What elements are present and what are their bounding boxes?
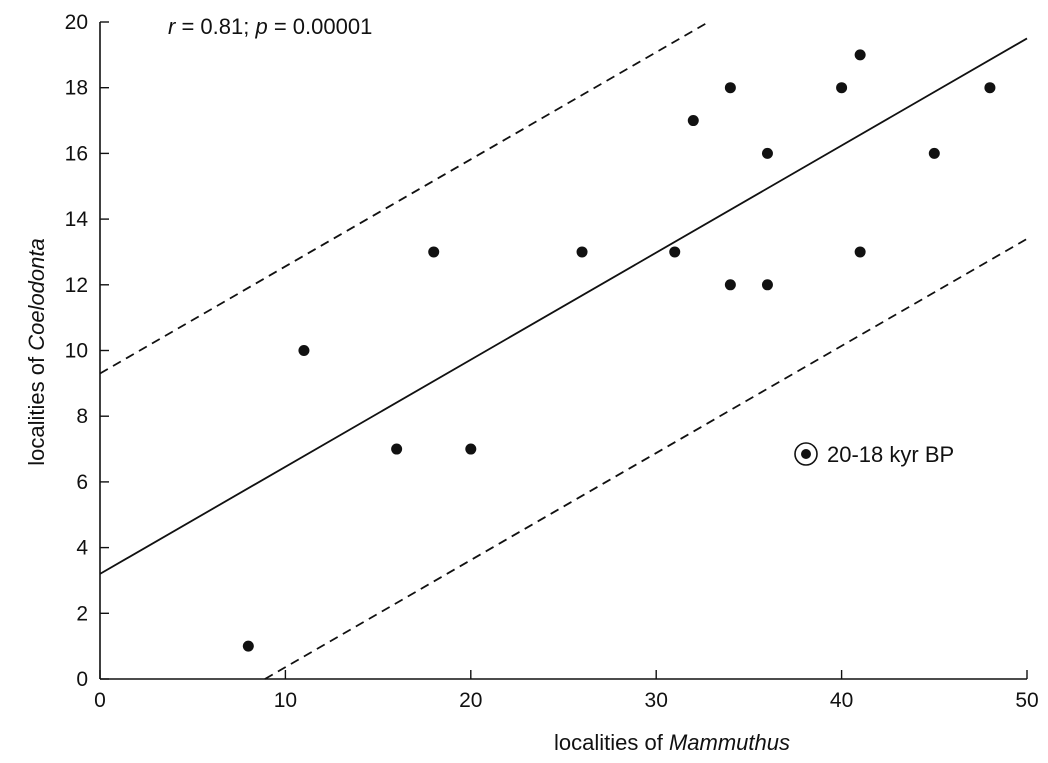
data-point [242, 640, 254, 652]
data-point [854, 246, 866, 258]
x-axis-title: localities of Mammuthus [554, 730, 790, 755]
y-tick-label: 18 [65, 77, 88, 100]
x-tick-label: 10 [274, 689, 297, 712]
y-axis-title: localities of Coelodonta [24, 238, 49, 466]
x-tick-label: 50 [1015, 689, 1038, 712]
data-point [465, 443, 477, 455]
data-point [761, 147, 773, 159]
y-tick-label: 4 [76, 537, 88, 560]
y-tick-label: 12 [65, 274, 88, 297]
y-tick-label: 6 [76, 471, 88, 494]
data-point [984, 82, 996, 94]
legend-label: 20-18 kyr BP [827, 442, 954, 467]
tick-labels: 0 10 20 30 40 50 0 2 4 6 8 10 12 14 16 18 20 [65, 11, 1039, 712]
y-tick-label: 8 [76, 405, 88, 428]
correlation-annotation: r = 0.81; p = 0.00001 [168, 14, 372, 39]
data-point [669, 246, 681, 258]
data-point [687, 115, 699, 127]
y-tick-label: 2 [76, 602, 88, 625]
x-tick-label: 0 [94, 689, 106, 712]
regression-line [99, 37, 1028, 575]
y-tick-label: 0 [76, 668, 88, 691]
y-tick-label: 10 [65, 340, 88, 363]
x-tick-label: 40 [830, 689, 853, 712]
r-value: = 0.81; [175, 14, 255, 39]
data-point [391, 443, 403, 455]
p-symbol: p [254, 14, 267, 39]
y-tick-label: 20 [65, 11, 88, 34]
data-point [724, 82, 736, 94]
regression-lines [99, 21, 1028, 680]
data-point [928, 147, 940, 159]
x-axis-title-prefix: localities of [554, 730, 669, 755]
p-value: = 0.00001 [268, 14, 373, 39]
y-axis-title-prefix: localities of [24, 351, 49, 466]
y-tick-label: 16 [65, 142, 88, 165]
data-point [576, 246, 588, 258]
data-point [724, 279, 736, 291]
x-tick-label: 30 [645, 689, 668, 712]
data-point [298, 345, 310, 356]
data-points [242, 49, 996, 652]
lower-confidence-line [264, 238, 1028, 680]
data-point [761, 279, 773, 291]
legend-marker-ring [794, 442, 818, 466]
x-axis-title-genus: Mammuthus [669, 730, 790, 755]
axes [99, 21, 1028, 680]
data-point [836, 82, 848, 94]
x-tick-label: 20 [459, 689, 482, 712]
legend-marker-dot [801, 449, 811, 459]
y-tick-label: 14 [65, 208, 89, 231]
legend: 20-18 kyr BP [794, 442, 954, 467]
data-point [854, 49, 866, 61]
y-axis-title-genus: Coelodonta [24, 238, 49, 351]
upper-confidence-line [99, 21, 709, 375]
data-point [428, 246, 440, 258]
r-symbol: r [168, 14, 177, 39]
